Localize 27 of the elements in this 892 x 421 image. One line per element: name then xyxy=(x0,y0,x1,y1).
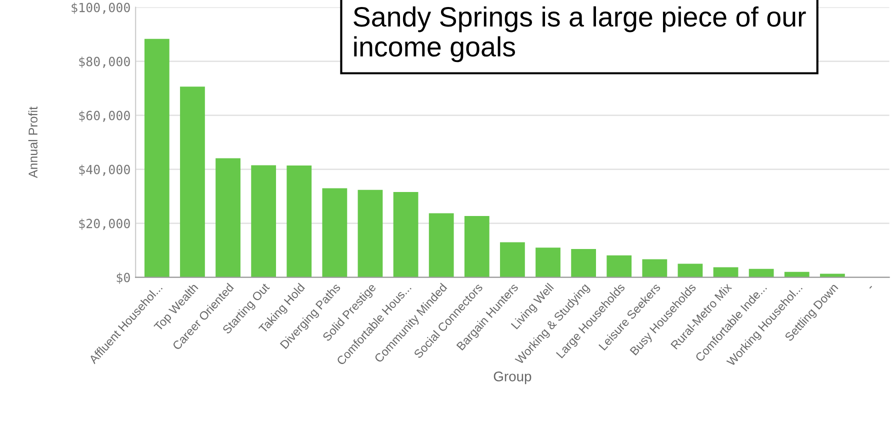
bar xyxy=(144,38,170,278)
bar xyxy=(216,158,240,278)
bar xyxy=(322,188,348,278)
bar xyxy=(571,248,596,278)
y-tick-label: $20,000 xyxy=(79,218,130,230)
bar xyxy=(358,190,383,278)
bar xyxy=(393,192,418,278)
y-axis-title: Annual Profit xyxy=(28,106,38,178)
x-axis-title: Group xyxy=(494,372,532,384)
bar xyxy=(642,259,668,278)
y-tick-label: $100,000 xyxy=(72,2,130,14)
bar xyxy=(606,255,632,278)
bar xyxy=(678,264,703,278)
bar xyxy=(464,216,490,278)
bar xyxy=(286,166,312,278)
bar xyxy=(500,242,525,278)
bar xyxy=(428,213,454,278)
bar xyxy=(180,86,205,278)
bar xyxy=(251,165,276,278)
y-tick-label: $0 xyxy=(116,272,130,284)
annotation: Sandy Springs is a large piece of our income goals xyxy=(354,6,806,62)
bar xyxy=(748,268,774,278)
y-tick-label: $60,000 xyxy=(79,110,130,122)
bar xyxy=(536,248,560,278)
y-tick-label: $80,000 xyxy=(79,56,130,68)
y-tick-label: $40,000 xyxy=(79,164,130,176)
x-tick-label: - xyxy=(869,286,872,289)
